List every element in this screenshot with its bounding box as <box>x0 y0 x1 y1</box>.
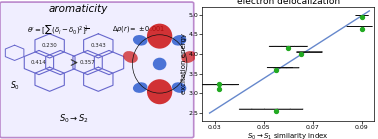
Point <box>285 47 291 49</box>
Text: 0.414: 0.414 <box>31 60 47 65</box>
X-axis label: $S_0 \rightarrow S_1$ similarity index: $S_0 \rightarrow S_1$ similarity index <box>247 131 329 139</box>
Point <box>273 69 279 71</box>
Y-axis label: excitation energy: excitation energy <box>181 33 187 94</box>
Text: $\theta' = [\sum(\delta_i - \delta_0)^2]^{\frac{1}{2}}$: $\theta' = [\sum(\delta_i - \delta_0)^2]… <box>27 24 90 38</box>
Point <box>297 53 304 55</box>
Point <box>359 28 365 30</box>
Text: $S_0$: $S_0$ <box>9 80 20 92</box>
Ellipse shape <box>147 79 172 104</box>
Text: 0.230: 0.230 <box>42 43 57 48</box>
FancyBboxPatch shape <box>0 2 194 138</box>
Point <box>216 82 222 85</box>
Point <box>216 88 222 91</box>
Point <box>359 16 365 18</box>
Text: 0.343: 0.343 <box>90 43 106 48</box>
Text: aromaticity: aromaticity <box>48 4 108 14</box>
Text: $\Delta\rho(r) = \pm 0.001$: $\Delta\rho(r) = \pm 0.001$ <box>112 24 165 34</box>
Ellipse shape <box>172 35 186 46</box>
Ellipse shape <box>133 35 147 46</box>
Ellipse shape <box>123 51 138 63</box>
Point <box>273 110 279 112</box>
Ellipse shape <box>147 24 172 49</box>
Ellipse shape <box>172 82 186 93</box>
Ellipse shape <box>133 82 147 93</box>
Ellipse shape <box>153 58 166 70</box>
Text: 0.357: 0.357 <box>80 60 96 65</box>
Ellipse shape <box>181 51 196 63</box>
Text: $S_0 \rightarrow S_2$: $S_0 \rightarrow S_2$ <box>59 113 89 125</box>
Title: electron delocalization: electron delocalization <box>237 0 340 6</box>
